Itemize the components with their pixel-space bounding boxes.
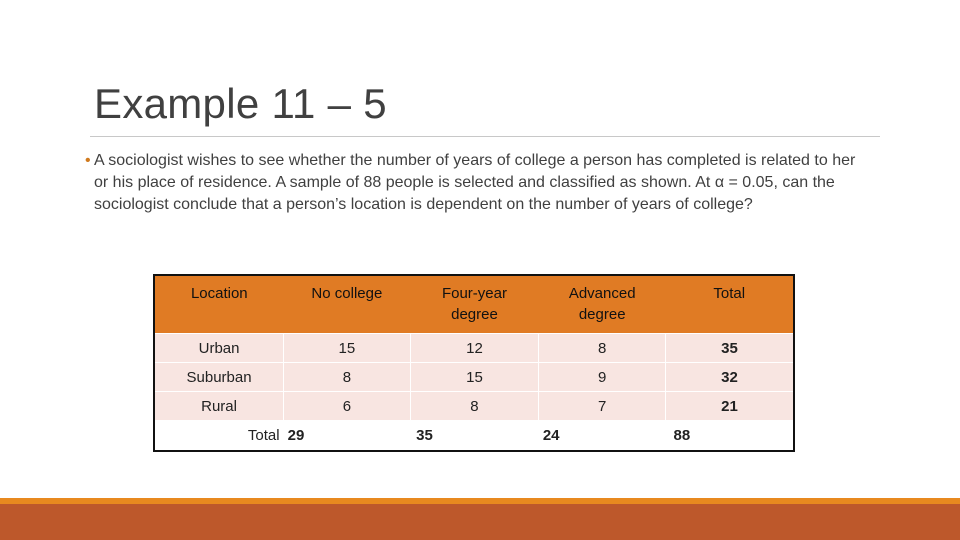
- header-location: Location: [154, 275, 284, 334]
- cell: 8: [538, 333, 666, 363]
- table-row: Urban 15 12 8 35: [154, 333, 794, 363]
- cell: 8: [283, 362, 411, 392]
- header-advanced: Advanced degree: [538, 275, 666, 334]
- footer-bar: [0, 504, 960, 540]
- totals-label: Total: [154, 420, 284, 451]
- footer-accent-bar: [0, 498, 960, 504]
- contingency-table: Location No college Four-year degree Adv…: [153, 274, 795, 452]
- cell: 6: [283, 391, 411, 420]
- cell: 7: [538, 391, 666, 420]
- total-advanced: 24: [538, 420, 666, 451]
- header-total: Total: [665, 275, 794, 334]
- cell: 8: [409, 391, 539, 420]
- header-no-college: No college: [283, 275, 411, 334]
- table-row: Rural 6 8 7 21: [154, 391, 794, 420]
- table-row: Suburban 8 15 9 32: [154, 362, 794, 392]
- slide-title: Example 11 – 5: [94, 80, 387, 127]
- cell: 15: [409, 362, 539, 392]
- total-grand: 88: [665, 420, 794, 451]
- row-label: Urban: [154, 333, 284, 363]
- header-four-year: Four-year degree: [410, 275, 539, 334]
- table-header-row: Location No college Four-year degree Adv…: [154, 275, 794, 334]
- bullet-icon: •: [85, 152, 91, 169]
- total-four-year: 35: [410, 420, 539, 451]
- cell: 9: [538, 362, 666, 392]
- row-label: Suburban: [154, 362, 284, 392]
- title-divider: [90, 136, 880, 137]
- totals-row: Total 29 35 24 88: [154, 420, 794, 451]
- row-total: 35: [665, 333, 794, 363]
- row-total: 21: [665, 391, 794, 420]
- cell: 15: [283, 333, 411, 363]
- row-total: 32: [665, 362, 794, 392]
- slide-body: • A sociologist wishes to see whether th…: [85, 150, 864, 216]
- cell: 12: [409, 333, 539, 363]
- row-label: Rural: [154, 391, 284, 420]
- body-paragraph: A sociologist wishes to see whether the …: [94, 152, 856, 213]
- total-no-college: 29: [283, 420, 411, 451]
